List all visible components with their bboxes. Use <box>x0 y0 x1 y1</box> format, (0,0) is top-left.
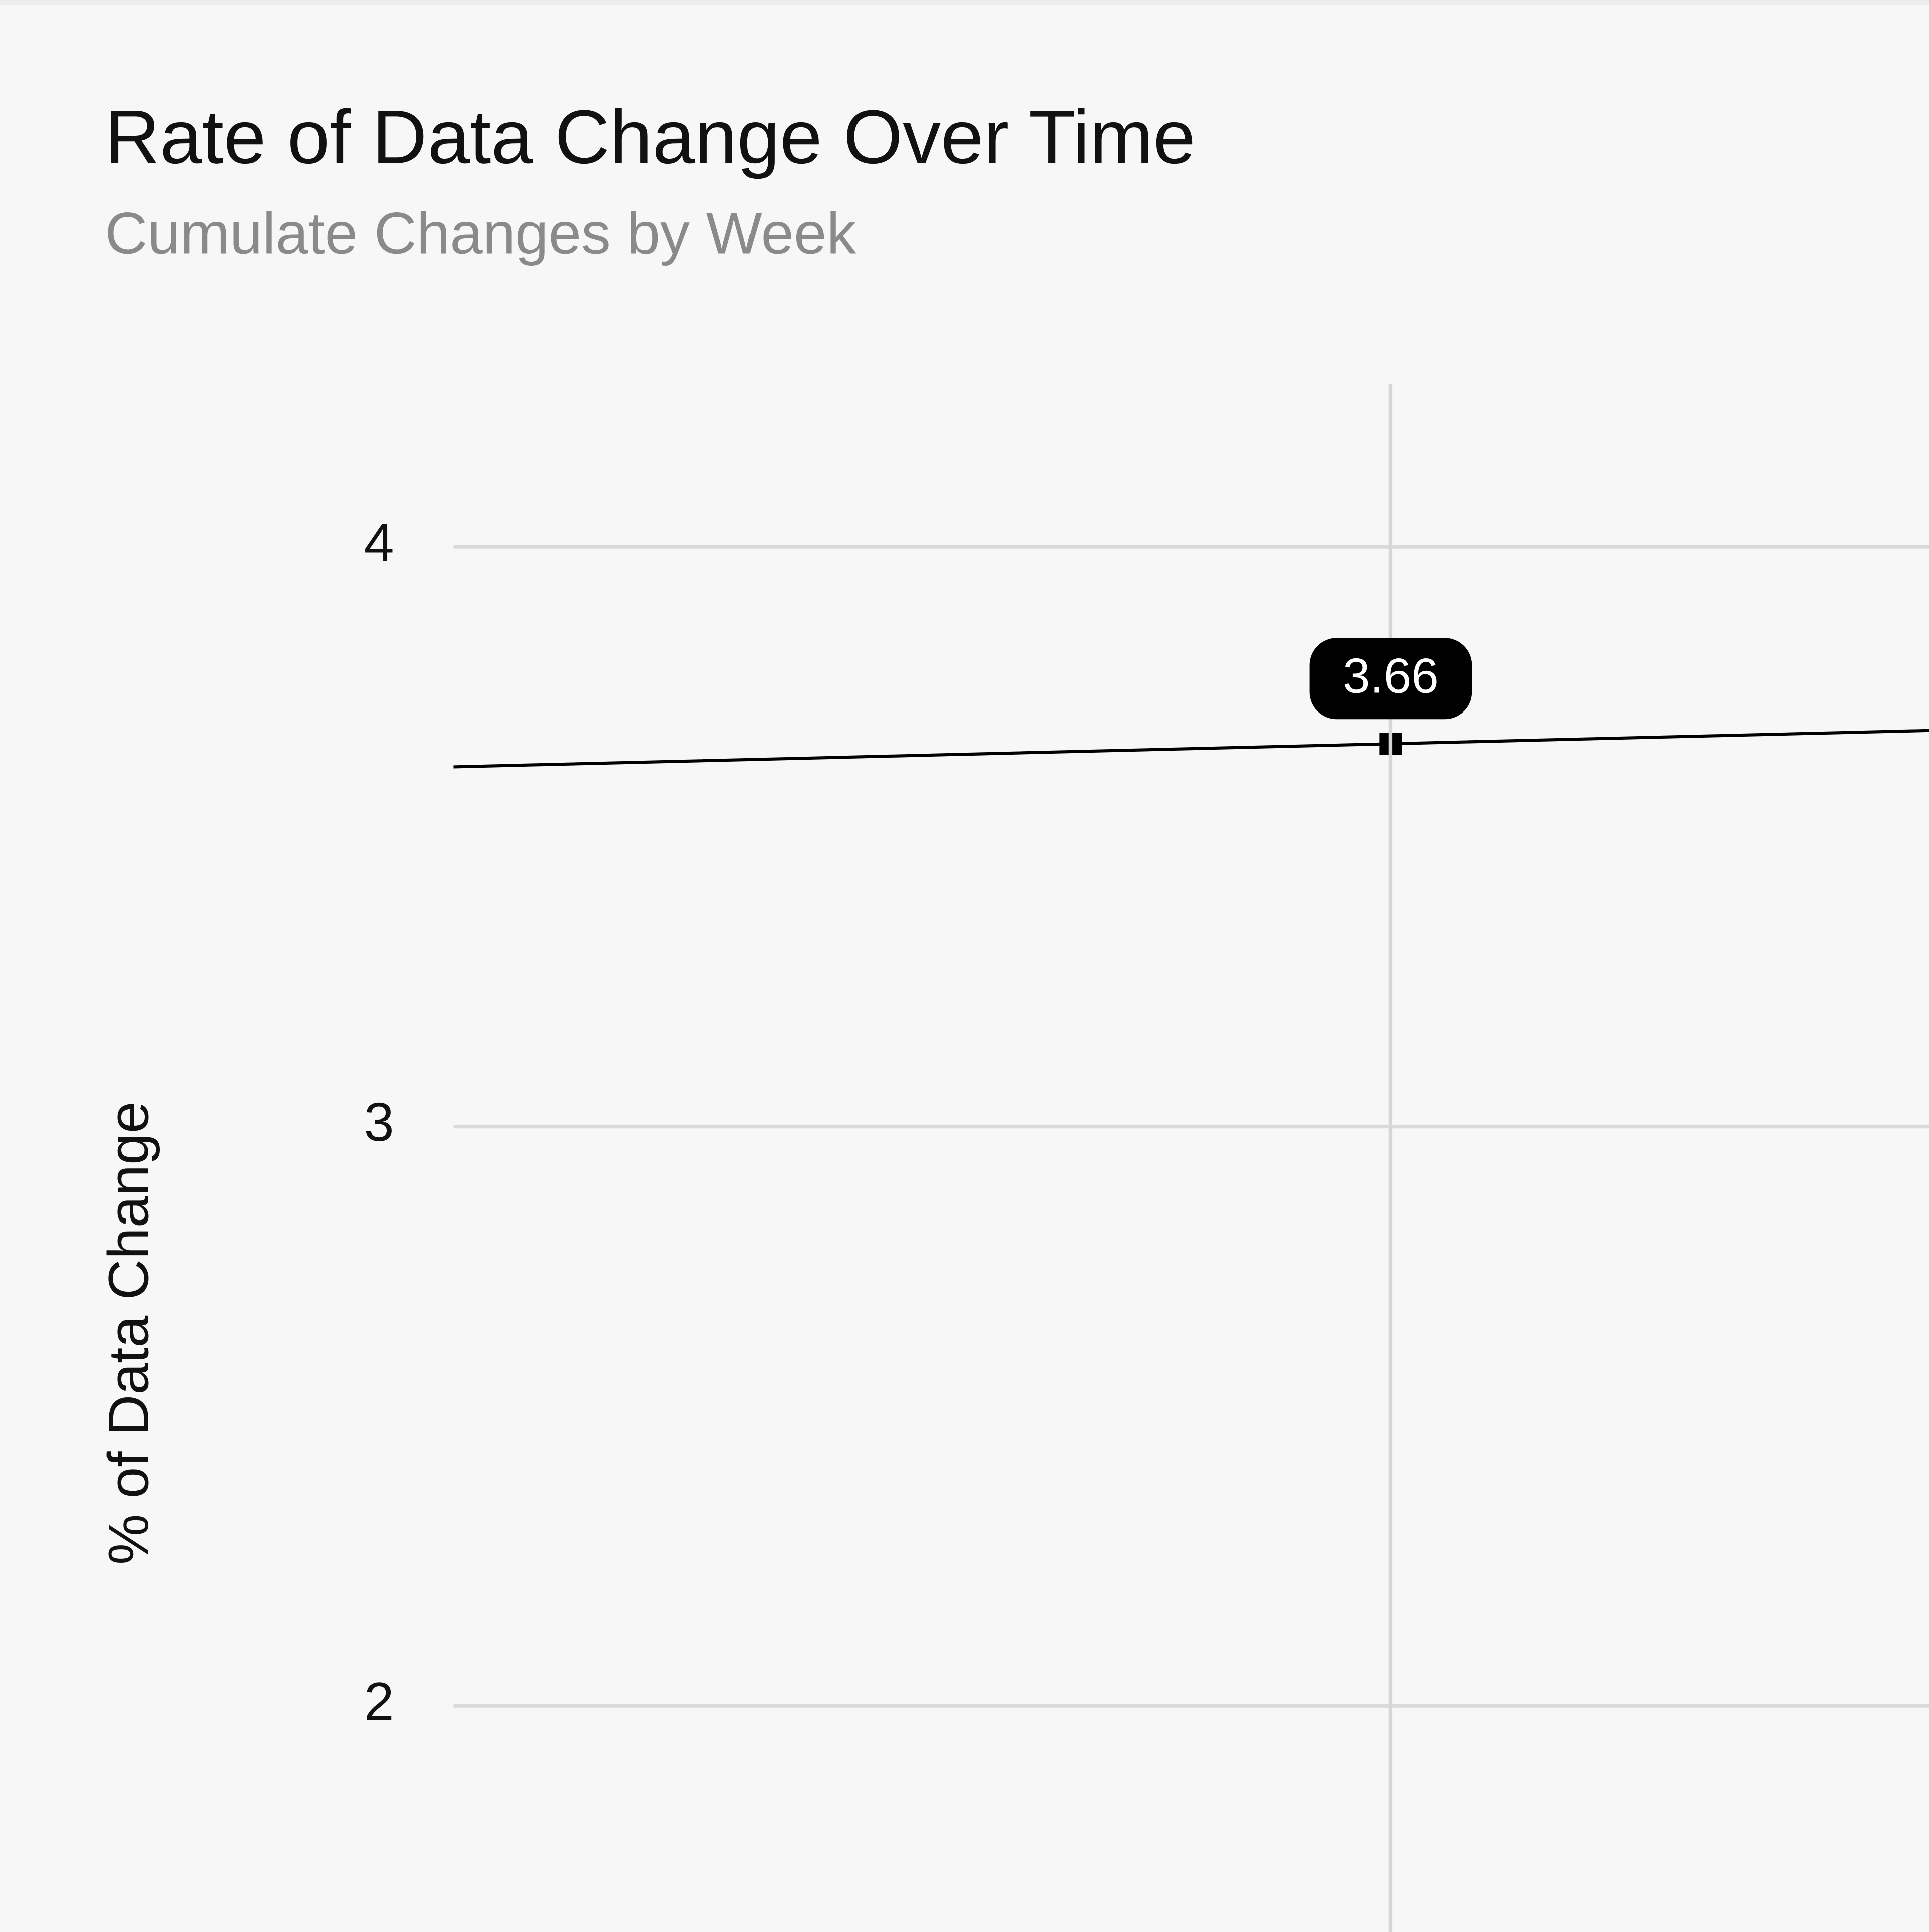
y-tick-label: 2 <box>364 1671 394 1732</box>
tooltip-box <box>1309 638 1472 720</box>
y-tick-label: 4 <box>364 512 394 573</box>
chart-subtitle: Cumulate Changes by Week <box>104 199 856 266</box>
tooltip-value: 3.66 <box>1343 648 1439 703</box>
chart-title: Rate of Data Change Over Time <box>104 94 1196 180</box>
top-edge <box>0 0 1929 5</box>
y-tick-label: 3 <box>364 1091 394 1152</box>
y-axis-label: % of Data Change <box>97 1101 160 1565</box>
